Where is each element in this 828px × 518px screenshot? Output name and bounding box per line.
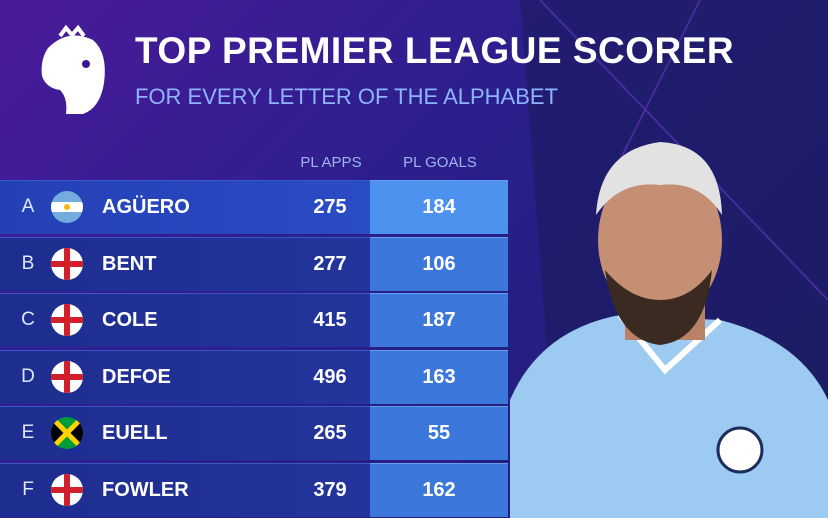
apps-value: 379 bbox=[313, 479, 347, 501]
goals-background bbox=[370, 237, 508, 291]
player-photo bbox=[510, 142, 828, 518]
goals-background bbox=[370, 463, 508, 517]
subtitle: FOR EVERY LETTER OF THE ALPHABET bbox=[135, 84, 559, 109]
player-name: AGÜERO bbox=[102, 196, 190, 218]
table-row: D DEFOE 496 163 bbox=[0, 350, 508, 404]
table-row: C COLE 415 187 bbox=[0, 293, 508, 347]
league-logo bbox=[41, 24, 105, 114]
row-background bbox=[0, 180, 370, 234]
goals-value: 55 bbox=[427, 422, 451, 444]
apps-value: 496 bbox=[313, 366, 347, 388]
letter: A bbox=[21, 196, 35, 217]
letter: D bbox=[21, 366, 35, 387]
apps-value: 265 bbox=[313, 422, 347, 444]
apps-value: 275 bbox=[313, 196, 347, 218]
column-header: PL APPS bbox=[300, 154, 362, 171]
player-name: EUELL bbox=[102, 422, 168, 444]
goals-value: 106 bbox=[422, 253, 456, 275]
flag-icon bbox=[51, 304, 83, 336]
row-background bbox=[0, 406, 370, 460]
table-row: E EUELL 265 55 bbox=[0, 406, 508, 460]
goals-value: 163 bbox=[422, 366, 456, 388]
goals-value: 162 bbox=[422, 479, 456, 501]
player-name: DEFOE bbox=[102, 366, 171, 388]
apps-value: 277 bbox=[313, 253, 347, 275]
letter: B bbox=[21, 253, 35, 274]
player-name: COLE bbox=[102, 309, 158, 331]
goals-background bbox=[370, 350, 508, 404]
table-row: B BENT 277 106 bbox=[0, 237, 508, 291]
column-header: PL GOALS bbox=[403, 154, 477, 171]
flag-icon bbox=[51, 417, 83, 449]
goals-background bbox=[370, 180, 508, 234]
player-name: BENT bbox=[102, 253, 157, 275]
apps-value: 415 bbox=[313, 309, 347, 331]
goals-background bbox=[370, 293, 508, 347]
table-row: A AGÜERO 275 184 bbox=[0, 180, 508, 234]
flag-icon bbox=[51, 474, 83, 506]
letter: C bbox=[21, 309, 35, 330]
letter: F bbox=[22, 479, 34, 500]
flag-icon bbox=[51, 191, 83, 223]
letter: E bbox=[21, 422, 35, 443]
table-row: F FOWLER 379 162 bbox=[0, 463, 508, 517]
flag-icon bbox=[51, 361, 83, 393]
goals-value: 184 bbox=[422, 196, 456, 218]
flag-icon bbox=[51, 248, 83, 280]
title: TOP PREMIER LEAGUE SCORER bbox=[135, 30, 735, 71]
goals-background bbox=[370, 406, 508, 460]
goals-value: 187 bbox=[422, 309, 456, 331]
player-name: FOWLER bbox=[102, 479, 189, 501]
